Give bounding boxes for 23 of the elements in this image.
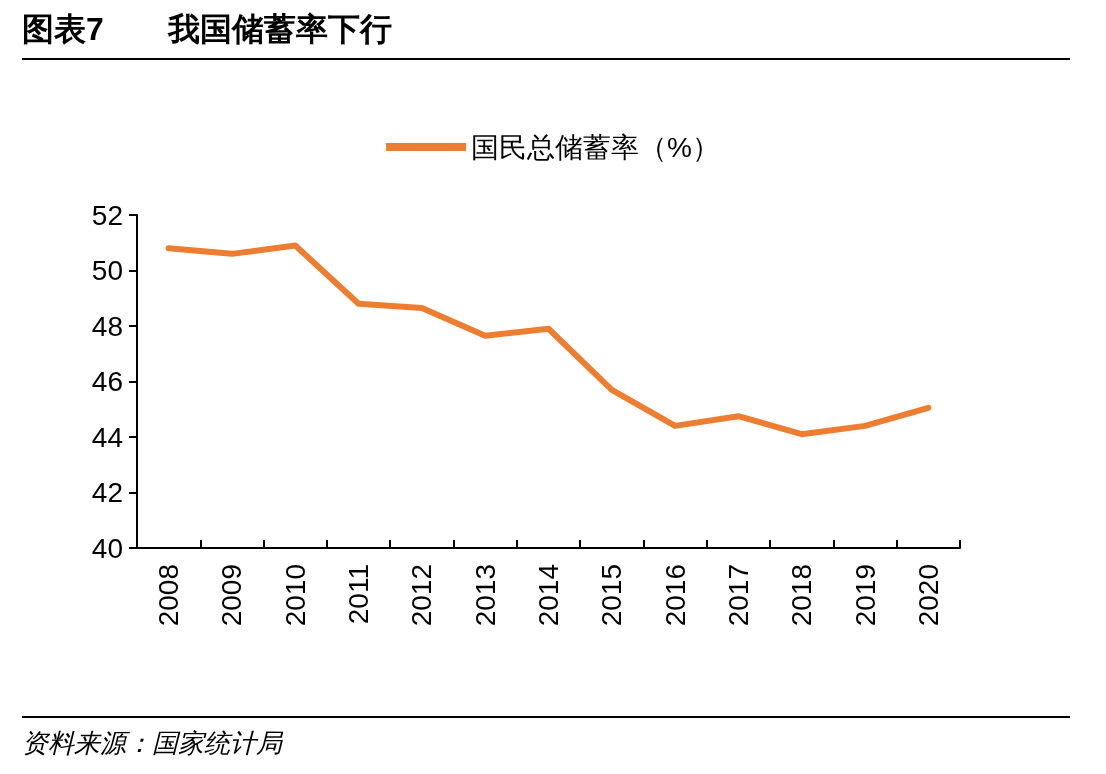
x-tick-label: 2020 (912, 564, 944, 627)
chart-title: 图表7 我国储蓄率下行 (22, 8, 1070, 60)
y-tick-label: 40 (91, 532, 123, 564)
y-tick-label: 52 (91, 199, 123, 231)
y-tick-label: 42 (91, 477, 123, 508)
y-tick-label: 46 (91, 366, 123, 397)
x-tick-label: 2017 (722, 564, 754, 627)
text: 资料来源：国家统计局 (22, 716, 1070, 761)
y-tick-label: 50 (91, 255, 123, 286)
x-tick-label: 2016 (659, 564, 691, 627)
x-tick-label: 2013 (469, 564, 501, 627)
x-tick-label: 2009 (216, 564, 248, 627)
y-tick-label: 44 (91, 421, 123, 453)
x-tick-label: 2014 (533, 564, 564, 627)
x-tick-label: 2010 (279, 564, 311, 627)
x-tick-label: 2011 (343, 564, 375, 625)
x-tick-label: 2018 (786, 564, 818, 627)
x-tick-label: 2008 (153, 564, 185, 627)
x-tick-label: 2012 (406, 564, 438, 627)
y-tick-label: 48 (91, 310, 123, 342)
x-tick-label: 2015 (596, 564, 628, 627)
legend-label: 国民总储蓄率（%） (471, 131, 720, 163)
x-tick-label: 2019 (849, 564, 881, 627)
